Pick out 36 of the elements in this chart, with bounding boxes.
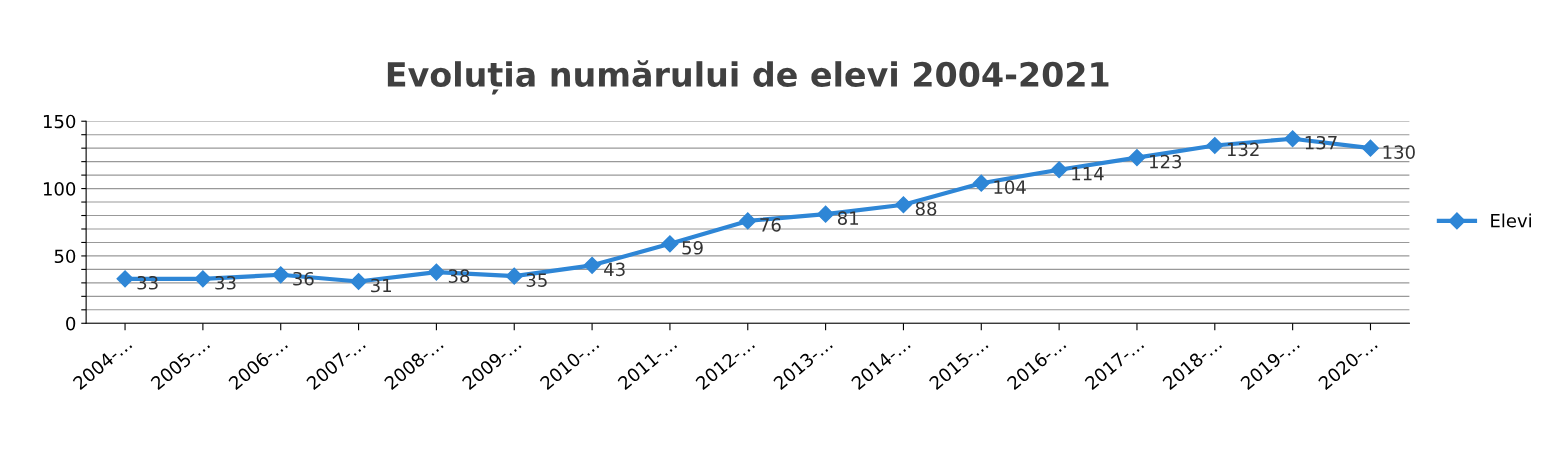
data-label: 123 (1150, 154, 1182, 169)
data-label: 35 (526, 273, 547, 287)
point (1284, 130, 1302, 148)
point (350, 272, 368, 291)
legend-label: Elevi (1491, 213, 1531, 228)
point (583, 256, 601, 274)
data-label: 76 (760, 218, 781, 232)
data-label: 33 (215, 275, 236, 290)
data-label: 59 (682, 240, 703, 255)
data-label: 130 (1383, 145, 1415, 159)
y-tick-label: 150 (43, 114, 76, 129)
point (1361, 139, 1380, 157)
point (427, 263, 445, 281)
point (194, 270, 212, 288)
point (817, 205, 835, 223)
point (972, 174, 990, 192)
data-label: 31 (371, 278, 391, 293)
data-label: 88 (915, 201, 937, 216)
point (505, 267, 523, 285)
y-tick-label: 0 (66, 316, 76, 331)
y-tick-label: 100 (43, 182, 76, 196)
point (116, 270, 134, 288)
chart-title: Evoluția numărului de elevi 2004-2021 (387, 60, 1109, 95)
data-label: 104 (994, 180, 1026, 194)
point (1050, 161, 1068, 179)
data-label: 81 (837, 211, 859, 225)
data-label: 114 (1072, 167, 1104, 181)
point (1206, 136, 1224, 155)
point (894, 196, 912, 214)
point (1128, 149, 1146, 167)
data-label: 132 (1227, 142, 1259, 157)
data-label: 43 (604, 262, 625, 277)
point (661, 235, 679, 253)
point (272, 266, 290, 284)
point (739, 212, 757, 230)
y-tick-label: 50 (54, 249, 76, 264)
